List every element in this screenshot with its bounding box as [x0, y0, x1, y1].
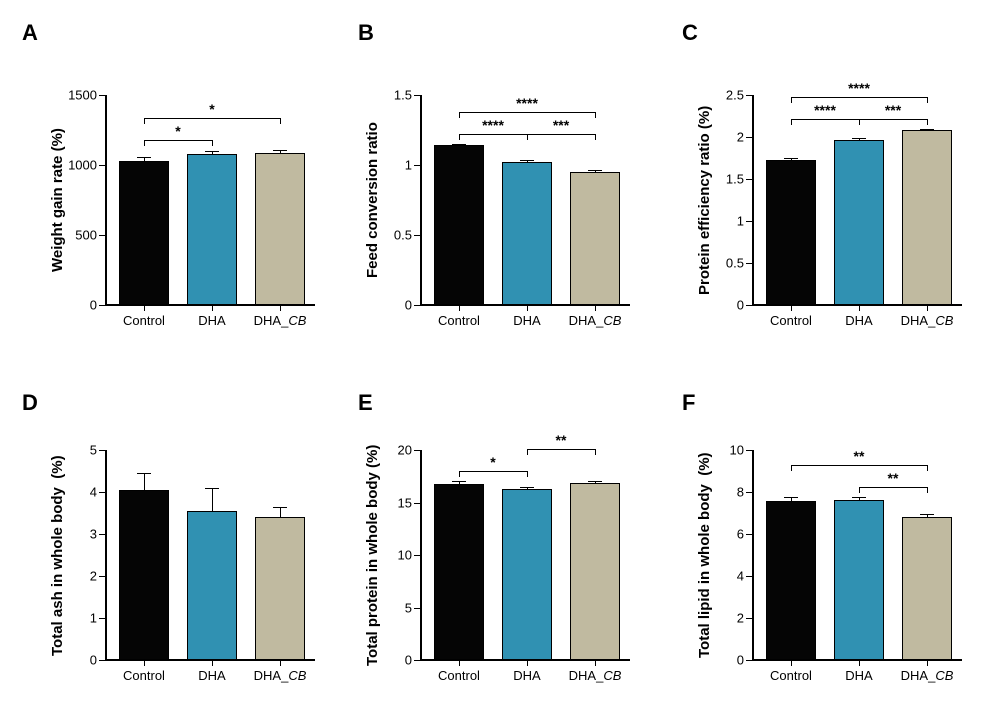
- panel-letter-e: E: [358, 390, 373, 416]
- chart-e: 05101520Total protein in whole body (%)C…: [420, 450, 630, 660]
- sig-label: ****: [482, 117, 504, 133]
- y-tick-label: 1500: [55, 88, 97, 103]
- panel-letter-d: D: [22, 390, 38, 416]
- bar-control: [434, 145, 484, 305]
- sig-bracket: [527, 449, 595, 450]
- sig-label: **: [854, 448, 865, 464]
- y-axis: [420, 450, 422, 660]
- panel-letter-a: A: [22, 20, 38, 46]
- chart-f: 0246810Total lipid in whole body (%)Cont…: [752, 450, 962, 660]
- y-axis-title: Feed conversion ratio: [364, 122, 381, 278]
- bar-dha_cb: [570, 172, 620, 305]
- sig-label: ****: [848, 80, 870, 96]
- sig-label: ****: [814, 102, 836, 118]
- x-tick-label: DHA_CB: [555, 313, 635, 328]
- bar-dha: [187, 511, 237, 660]
- y-axis: [105, 450, 107, 660]
- x-tick-label: DHA_CB: [240, 668, 320, 683]
- sig-bracket: [791, 119, 859, 120]
- bar-dha: [834, 500, 884, 660]
- x-tick-label: DHA_CB: [555, 668, 635, 683]
- bar-control: [119, 161, 169, 305]
- y-axis-title: Total ash in whole body (%): [49, 455, 66, 656]
- sig-label: *: [209, 101, 214, 117]
- sig-bracket: [144, 140, 212, 141]
- bar-dha_cb: [902, 517, 952, 660]
- x-tick-label: DHA_CB: [887, 668, 967, 683]
- panel-letter-b: B: [358, 20, 374, 46]
- sig-label: ***: [885, 102, 901, 118]
- y-axis: [105, 95, 107, 305]
- y-tick-label: 0: [702, 298, 744, 313]
- y-tick-label: 0: [55, 298, 97, 313]
- bar-control: [766, 160, 816, 305]
- bar-control: [119, 490, 169, 660]
- bar-dha: [187, 154, 237, 305]
- sig-label: **: [556, 432, 567, 448]
- bar-dha: [834, 140, 884, 305]
- y-tick-label: 1.5: [370, 88, 412, 103]
- chart-d: 012345Total ash in whole body (%)Control…: [105, 450, 315, 660]
- bar-dha: [502, 489, 552, 660]
- sig-bracket: [459, 134, 527, 135]
- y-axis: [420, 95, 422, 305]
- bar-dha_cb: [902, 130, 952, 305]
- sig-bracket: [459, 112, 595, 113]
- chart-a: 050010001500Weight gain rate (%)ControlD…: [105, 95, 315, 305]
- y-tick-label: 0: [370, 298, 412, 313]
- sig-bracket: [859, 119, 927, 120]
- bar-control: [766, 501, 816, 660]
- panel-letter-c: C: [682, 20, 698, 46]
- sig-label: ***: [553, 117, 569, 133]
- sig-bracket: [144, 118, 280, 119]
- sig-label: **: [888, 470, 899, 486]
- y-axis-title: Total lipid in whole body (%): [696, 452, 713, 658]
- sig-bracket: [459, 471, 527, 472]
- y-tick-label: 2.5: [702, 88, 744, 103]
- sig-label: ****: [516, 95, 538, 111]
- y-axis-title: Total protein in whole body (%): [364, 444, 381, 665]
- sig-bracket: [527, 134, 595, 135]
- bar-dha_cb: [255, 517, 305, 660]
- bar-dha_cb: [255, 153, 305, 305]
- sig-bracket: [859, 487, 927, 488]
- y-axis-title: Weight gain rate (%): [49, 128, 66, 272]
- y-axis: [752, 95, 754, 305]
- panel-letter-f: F: [682, 390, 695, 416]
- figure-grid: A 050010001500Weight gain rate (%)Control…: [0, 0, 1000, 713]
- chart-c: 00.511.522.5Protein efficiency ratio (%)…: [752, 95, 962, 305]
- bar-control: [434, 484, 484, 660]
- x-tick-label: DHA_CB: [887, 313, 967, 328]
- sig-bracket: [791, 97, 927, 98]
- bar-dha_cb: [570, 483, 620, 660]
- x-tick-label: DHA_CB: [240, 313, 320, 328]
- y-axis: [752, 450, 754, 660]
- sig-label: *: [490, 454, 495, 470]
- chart-b: 00.511.5Feed conversion ratioControlDHAD…: [420, 95, 630, 305]
- y-axis-title: Protein efficiency ratio (%): [696, 105, 713, 294]
- sig-label: *: [175, 123, 180, 139]
- sig-bracket: [791, 465, 927, 466]
- bar-dha: [502, 162, 552, 305]
